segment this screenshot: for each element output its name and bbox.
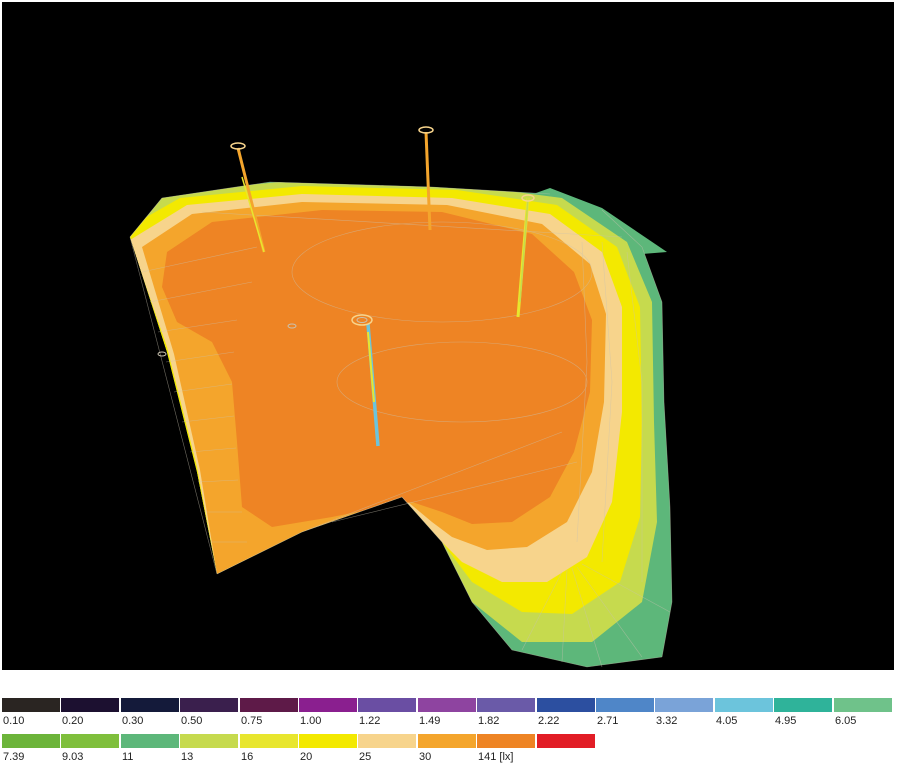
legend-entry: 30 bbox=[418, 734, 476, 768]
legend-swatch bbox=[834, 698, 892, 712]
legend-entry: 2.71 bbox=[596, 698, 654, 732]
legend-swatch bbox=[418, 698, 476, 712]
legend-swatch bbox=[655, 698, 713, 712]
legend-entry bbox=[537, 734, 595, 768]
legend-swatch bbox=[61, 734, 119, 748]
legend-entry: 16 bbox=[240, 734, 298, 768]
legend-swatch bbox=[715, 698, 773, 712]
legend-label: 1.82 bbox=[478, 715, 500, 727]
legend-entry: 7.39 bbox=[2, 734, 60, 768]
legend-entry: 3.32 bbox=[655, 698, 713, 732]
legend-swatch bbox=[299, 698, 357, 712]
legend-swatch bbox=[358, 698, 416, 712]
legend-swatch bbox=[61, 698, 119, 712]
legend-label: 20 bbox=[300, 751, 313, 763]
legend-swatch bbox=[121, 734, 179, 748]
legend-entry: 141 [lx] bbox=[477, 734, 535, 768]
legend-label: 9.03 bbox=[62, 751, 84, 763]
legend-swatch bbox=[477, 698, 535, 712]
illuminance-surface bbox=[129, 126, 673, 668]
legend-entry: 4.05 bbox=[715, 698, 773, 732]
legend-label: 0.30 bbox=[122, 715, 144, 727]
legend-entry: 1.00 bbox=[299, 698, 357, 732]
legend-swatch bbox=[299, 734, 357, 748]
legend-swatch bbox=[537, 698, 595, 712]
legend-entry: 0.75 bbox=[240, 698, 298, 732]
illuminance-legend: 0.10 0.20 0.30 0.50 0.75 1.00 1.22 1.49 1.82 2.22… bbox=[2, 698, 894, 768]
legend-entry: 6.05 bbox=[834, 698, 892, 732]
legend-swatch bbox=[2, 698, 60, 712]
legend-swatch bbox=[418, 734, 476, 748]
legend-entry: 2.22 bbox=[537, 698, 595, 732]
legend-entry: 1.82 bbox=[477, 698, 535, 732]
legend-label: 0.75 bbox=[241, 715, 263, 727]
legend-entry: 0.30 bbox=[121, 698, 179, 732]
legend-label: 0.20 bbox=[62, 715, 84, 727]
legend-entry: 11 bbox=[121, 734, 179, 768]
legend-swatch bbox=[180, 734, 238, 748]
legend-label: 1.49 bbox=[419, 715, 441, 727]
legend-swatch bbox=[240, 734, 298, 748]
legend-entry: 1.22 bbox=[358, 698, 416, 732]
legend-label: 16 bbox=[241, 751, 254, 763]
legend-label: 141 [lx] bbox=[478, 751, 514, 763]
legend-entry: 0.10 bbox=[2, 698, 60, 732]
legend-swatch bbox=[240, 698, 298, 712]
legend-entry: 1.49 bbox=[418, 698, 476, 732]
legend-swatch bbox=[596, 698, 654, 712]
band-max bbox=[162, 210, 592, 527]
legend-row-2: 7.39 9.03 11 13 16 20 25 30 141 [lx] bbox=[2, 734, 894, 768]
legend-label: 3.32 bbox=[656, 715, 678, 727]
legend-swatch bbox=[2, 734, 60, 748]
legend-label: 6.05 bbox=[835, 715, 857, 727]
legend-swatch bbox=[477, 734, 535, 748]
legend-label: 2.22 bbox=[538, 715, 560, 727]
legend-label: 4.95 bbox=[775, 715, 797, 727]
legend-label: 11 bbox=[122, 751, 134, 763]
isolux-bands bbox=[130, 182, 672, 667]
legend-label: 0.10 bbox=[3, 715, 25, 727]
legend-label: 30 bbox=[419, 751, 432, 763]
legend-label: 7.39 bbox=[3, 751, 25, 763]
legend-entry: 4.95 bbox=[774, 698, 832, 732]
legend-entry: 25 bbox=[358, 734, 416, 768]
legend-entry: 20 bbox=[299, 734, 357, 768]
legend-label: 2.71 bbox=[597, 715, 619, 727]
legend-swatch bbox=[121, 698, 179, 712]
legend-swatch bbox=[180, 698, 238, 712]
legend-label: 25 bbox=[359, 751, 372, 763]
legend-label: 13 bbox=[181, 751, 194, 763]
render-viewport[interactable] bbox=[2, 2, 894, 670]
legend-row-1: 0.10 0.20 0.30 0.50 0.75 1.00 1.22 1.49 1.82 2.22… bbox=[2, 698, 894, 732]
legend-swatch bbox=[774, 698, 832, 712]
legend-label: 4.05 bbox=[716, 715, 738, 727]
legend-entry: 0.50 bbox=[180, 698, 238, 732]
luminaire-poles bbox=[157, 126, 535, 447]
legend-entry: 0.20 bbox=[61, 698, 119, 732]
legend-swatch bbox=[358, 734, 416, 748]
legend-label: 1.00 bbox=[300, 715, 322, 727]
wireframe-grid bbox=[129, 181, 673, 668]
legend-label: 0.50 bbox=[181, 715, 203, 727]
legend-swatch bbox=[537, 734, 595, 748]
legend-entry: 9.03 bbox=[61, 734, 119, 768]
legend-label: 1.22 bbox=[359, 715, 381, 727]
legend-entry: 13 bbox=[180, 734, 238, 768]
